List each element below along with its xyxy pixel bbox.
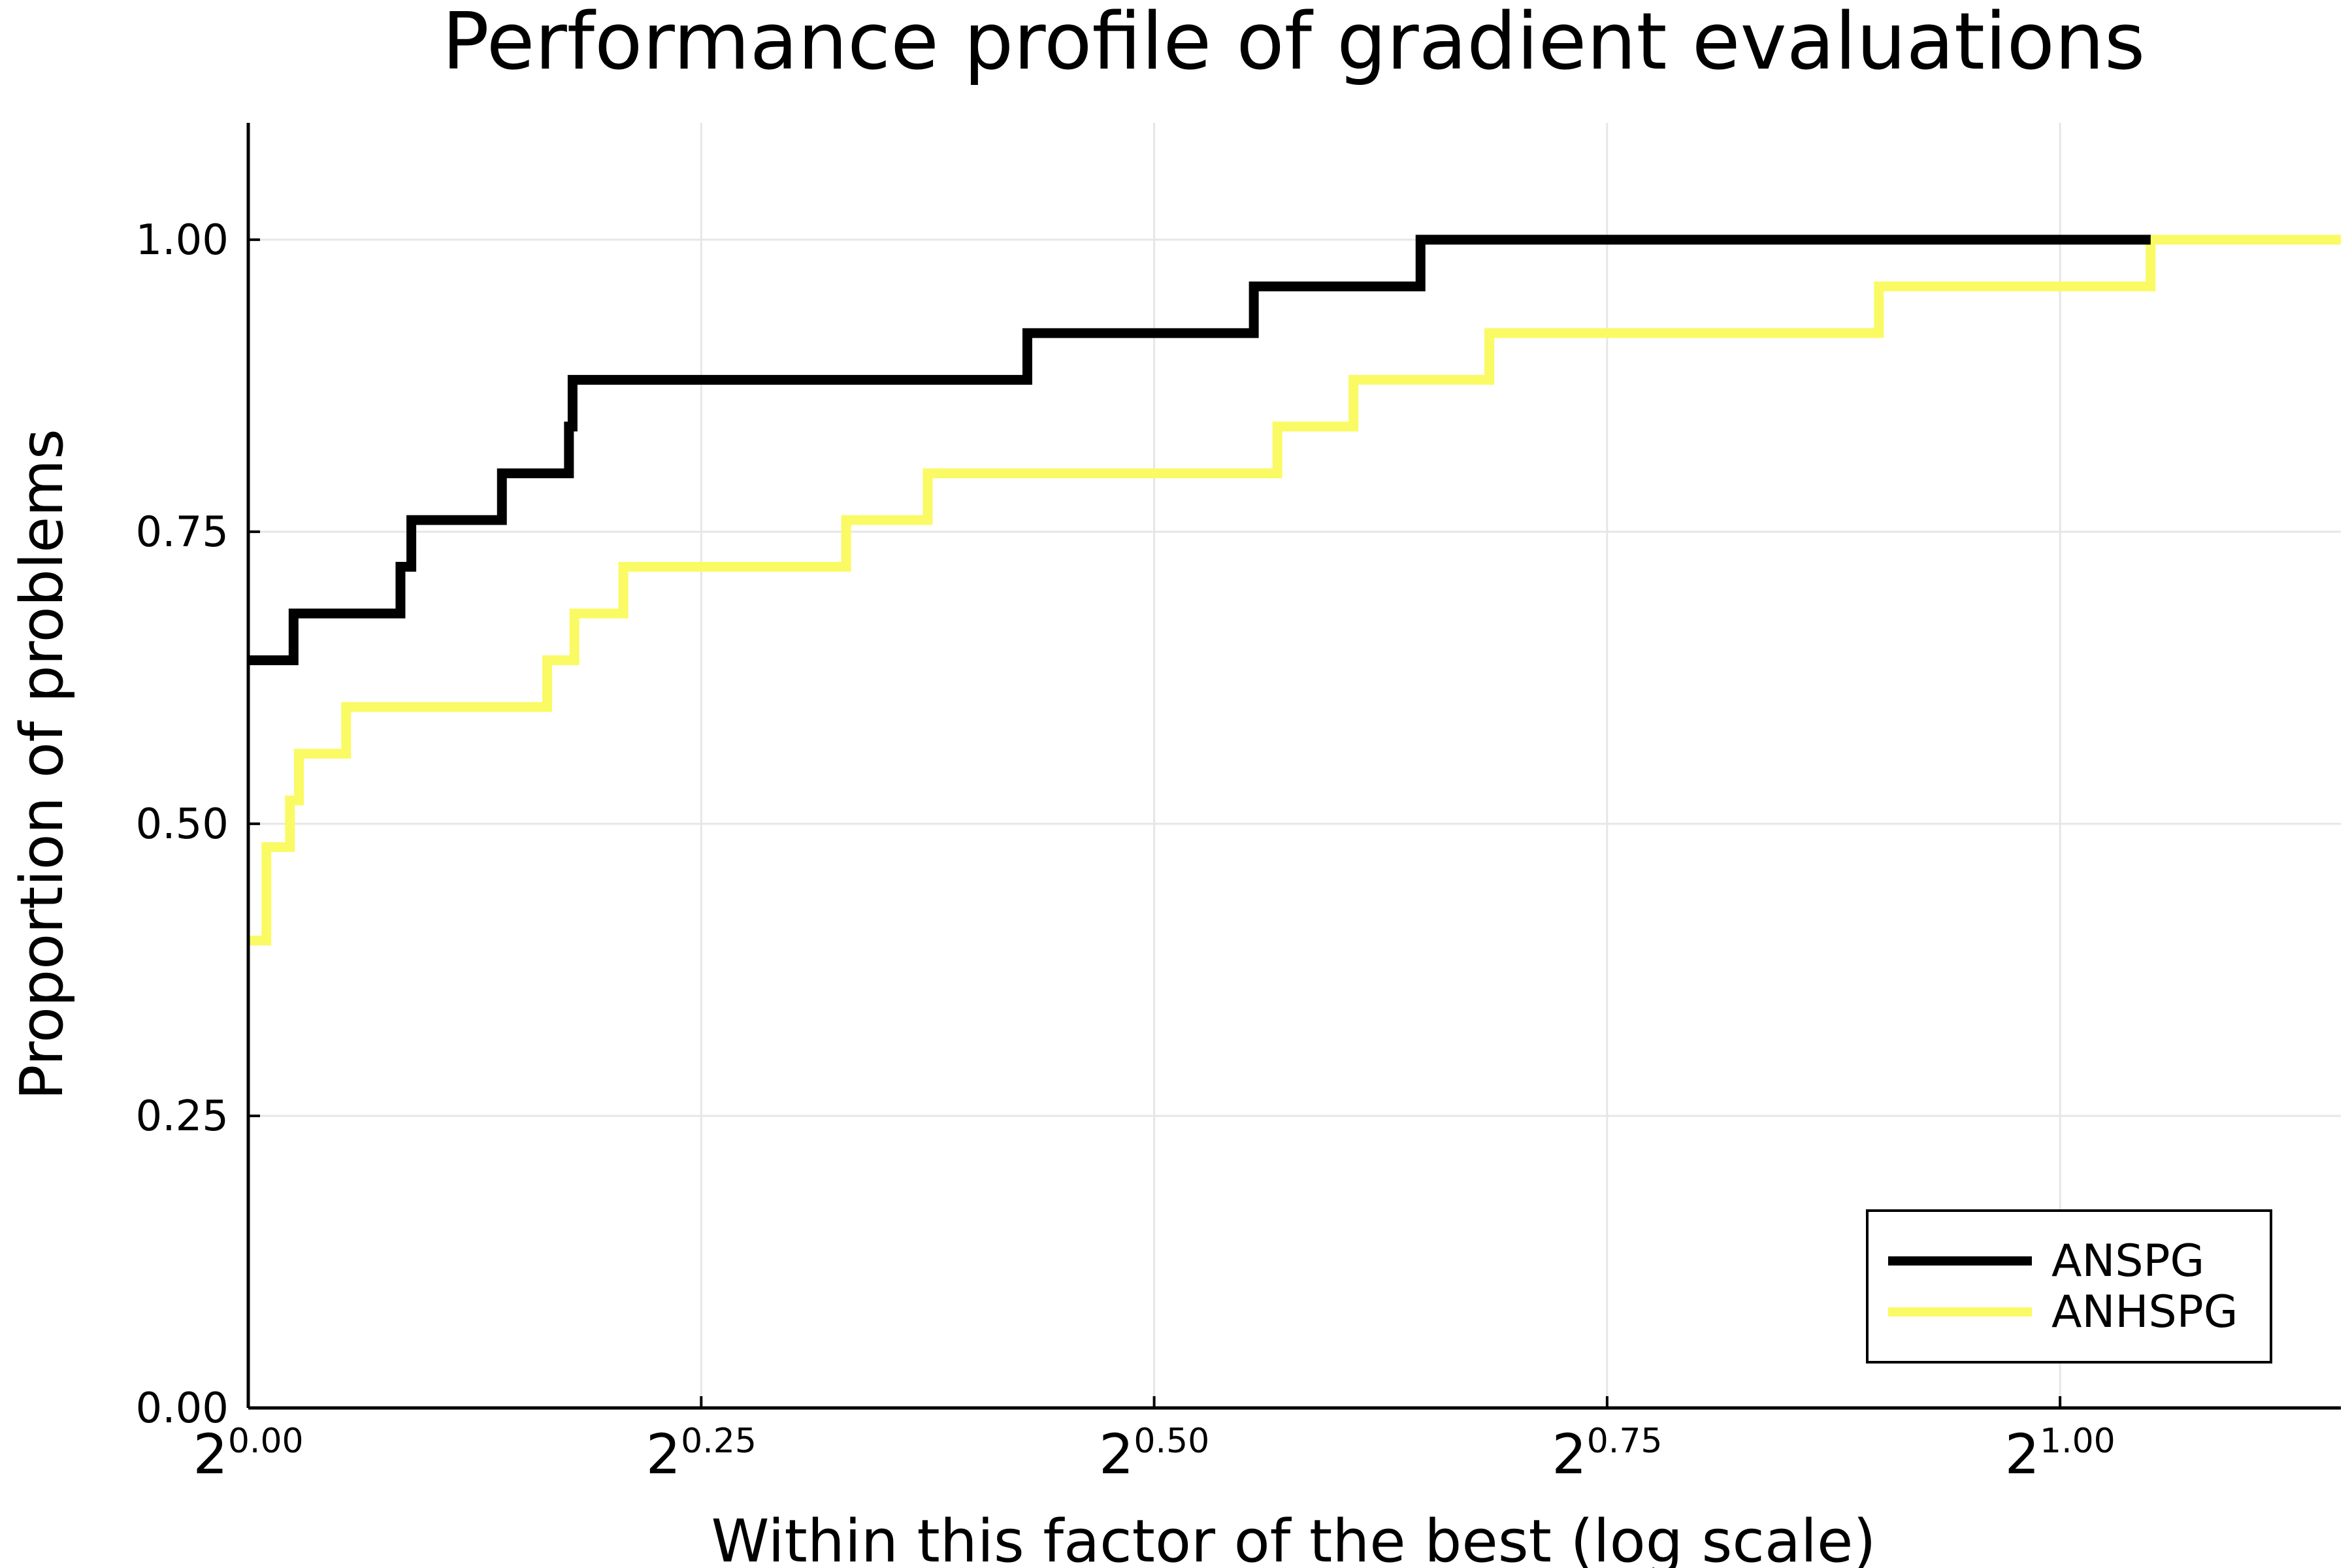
y-tick-label: 0.50	[136, 800, 229, 849]
y-tick-label: 0.00	[136, 1384, 229, 1433]
x-tick-label: 20.00	[193, 1422, 303, 1486]
y-axis-label: Proportion of problems	[8, 429, 76, 1100]
series-line-anspg	[248, 235, 2151, 666]
x-tick-label: 20.75	[1552, 1422, 1662, 1486]
legend-box	[1866, 1209, 2272, 1364]
series-line-anhspg	[248, 235, 2341, 946]
chart-title: Performance profile of gradient evaluati…	[442, 0, 2146, 88]
legend: ANSPG ANHSPG	[1866, 1209, 2272, 1364]
y-tick-label: 0.25	[136, 1092, 229, 1141]
x-tick-label: 20.25	[646, 1422, 757, 1486]
x-tick-label: 20.50	[1099, 1422, 1209, 1486]
x-tick-label: 21.00	[2005, 1422, 2115, 1486]
legend-label-anhspg: ANHSPG	[2051, 1286, 2238, 1338]
y-tick-label: 0.75	[136, 508, 229, 557]
y-tick-labels: 0.00 0.25 0.50 0.75 1.00	[136, 216, 260, 1433]
legend-label-anspg: ANSPG	[2051, 1235, 2204, 1287]
x-tick-labels: 20.00 20.25 20.50 20.75 21.00	[193, 1396, 2115, 1486]
x-axis-label: Within this factor of the best (log scal…	[711, 1507, 1876, 1568]
y-tick-label: 1.00	[136, 216, 229, 265]
series-layer	[248, 235, 2341, 946]
